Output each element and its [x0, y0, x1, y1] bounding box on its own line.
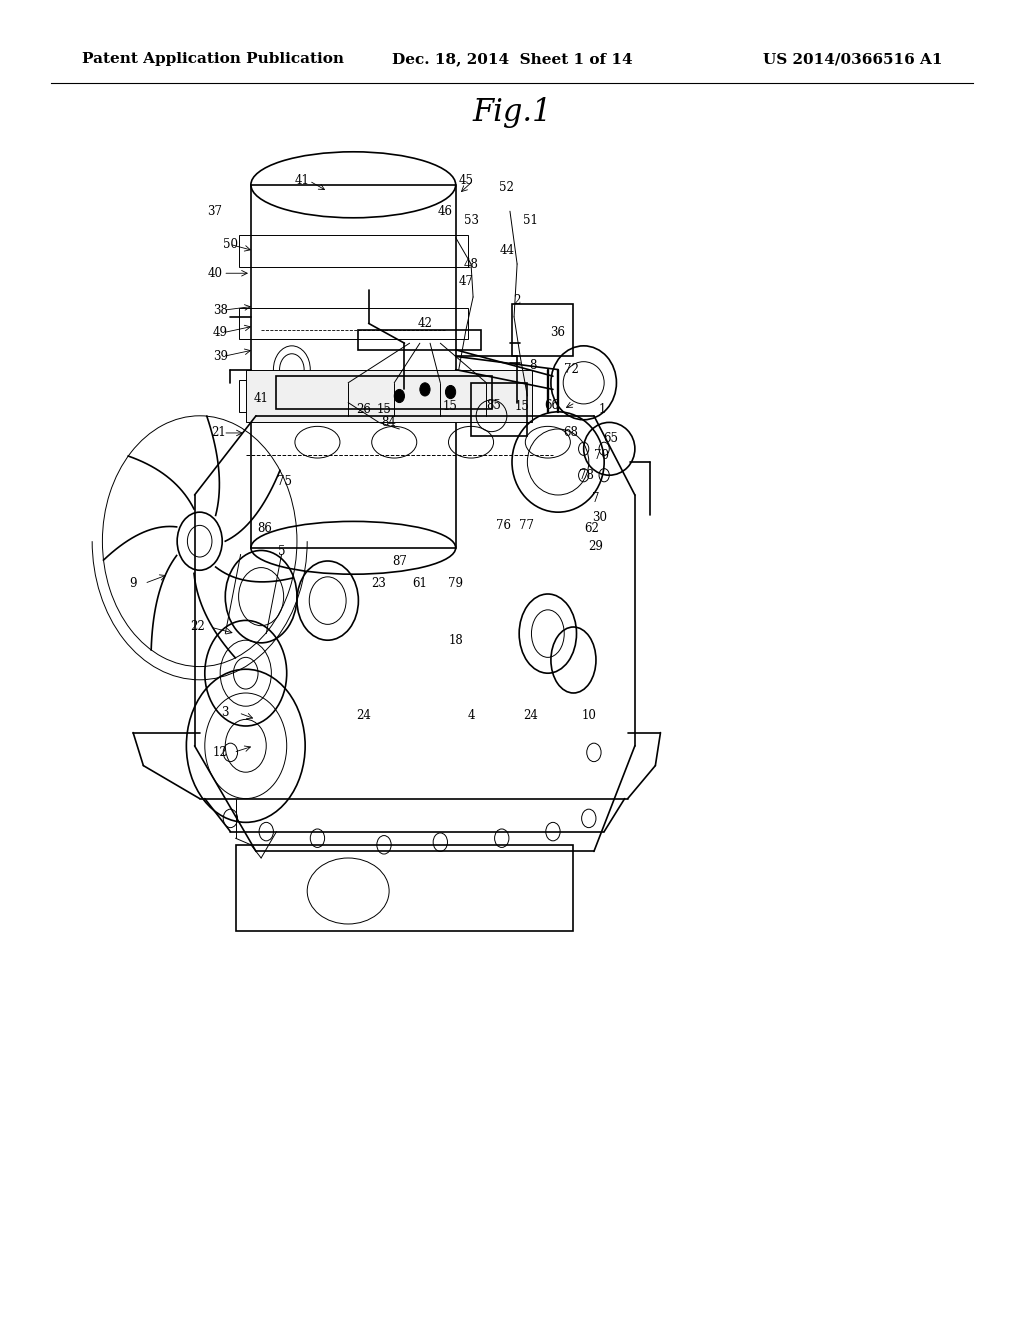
Text: 9: 9 [129, 577, 137, 590]
Text: 36: 36 [551, 326, 565, 339]
Bar [239, 308, 468, 339]
Text: 45: 45 [459, 174, 473, 187]
Text: 52: 52 [500, 181, 514, 194]
Bar [239, 380, 468, 412]
Text: 87: 87 [392, 554, 407, 568]
Text: Patent Application Publication: Patent Application Publication [82, 53, 344, 66]
Text: 66: 66 [545, 399, 559, 412]
Text: 62: 62 [585, 521, 599, 535]
Text: 85: 85 [486, 399, 501, 412]
Text: 21: 21 [211, 426, 225, 440]
Text: 61: 61 [413, 577, 427, 590]
Text: 51: 51 [523, 214, 538, 227]
Text: 2: 2 [513, 294, 521, 308]
Text: 4: 4 [467, 709, 475, 722]
Text: 46: 46 [438, 205, 453, 218]
Text: Dec. 18, 2014  Sheet 1 of 14: Dec. 18, 2014 Sheet 1 of 14 [392, 53, 632, 66]
Text: 23: 23 [372, 577, 386, 590]
Bar [236, 845, 573, 931]
Text: 75: 75 [278, 475, 292, 488]
Text: 72: 72 [564, 363, 579, 376]
Text: 49: 49 [213, 326, 227, 339]
Text: 15: 15 [443, 400, 458, 413]
Text: 65: 65 [603, 432, 617, 445]
Bar [246, 370, 532, 422]
Ellipse shape [445, 385, 456, 399]
Text: 53: 53 [464, 214, 478, 227]
Text: 78: 78 [580, 469, 594, 482]
Text: 76: 76 [497, 519, 511, 532]
Text: 86: 86 [257, 521, 271, 535]
Text: Fig.1: Fig.1 [472, 96, 552, 128]
Text: 68: 68 [563, 426, 578, 440]
Text: 5: 5 [278, 545, 286, 558]
Text: 3: 3 [221, 706, 229, 719]
Text: 41: 41 [254, 392, 268, 405]
Text: 38: 38 [213, 304, 227, 317]
Text: 24: 24 [523, 709, 538, 722]
Text: 50: 50 [223, 238, 238, 251]
Text: 26: 26 [356, 403, 371, 416]
Bar [358, 330, 481, 350]
Text: 24: 24 [356, 709, 371, 722]
Text: 48: 48 [464, 257, 478, 271]
Text: 15: 15 [377, 403, 391, 416]
Text: 84: 84 [382, 416, 396, 429]
Text: 70: 70 [594, 449, 608, 462]
Bar [276, 376, 492, 409]
Text: 79: 79 [449, 577, 463, 590]
Text: 77: 77 [519, 519, 534, 532]
Text: US 2014/0366516 A1: US 2014/0366516 A1 [763, 53, 942, 66]
Text: 7: 7 [592, 492, 600, 506]
Bar [512, 304, 573, 356]
Text: 39: 39 [213, 350, 227, 363]
Text: 12: 12 [213, 746, 227, 759]
Text: 47: 47 [459, 275, 473, 288]
Text: 22: 22 [190, 620, 205, 634]
Bar [471, 383, 527, 436]
Text: 10: 10 [582, 709, 596, 722]
Ellipse shape [420, 383, 430, 396]
Text: 37: 37 [208, 205, 222, 218]
Bar [251, 185, 456, 548]
Text: 15: 15 [515, 400, 529, 413]
Text: 8: 8 [528, 359, 537, 372]
Ellipse shape [394, 389, 404, 403]
Text: 30: 30 [593, 511, 607, 524]
Text: 40: 40 [208, 267, 222, 280]
Bar [239, 235, 468, 267]
Text: 42: 42 [418, 317, 432, 330]
Text: 44: 44 [500, 244, 514, 257]
Text: 1: 1 [598, 403, 606, 416]
Text: 41: 41 [295, 174, 309, 187]
Text: 18: 18 [449, 634, 463, 647]
Text: 29: 29 [589, 540, 603, 553]
